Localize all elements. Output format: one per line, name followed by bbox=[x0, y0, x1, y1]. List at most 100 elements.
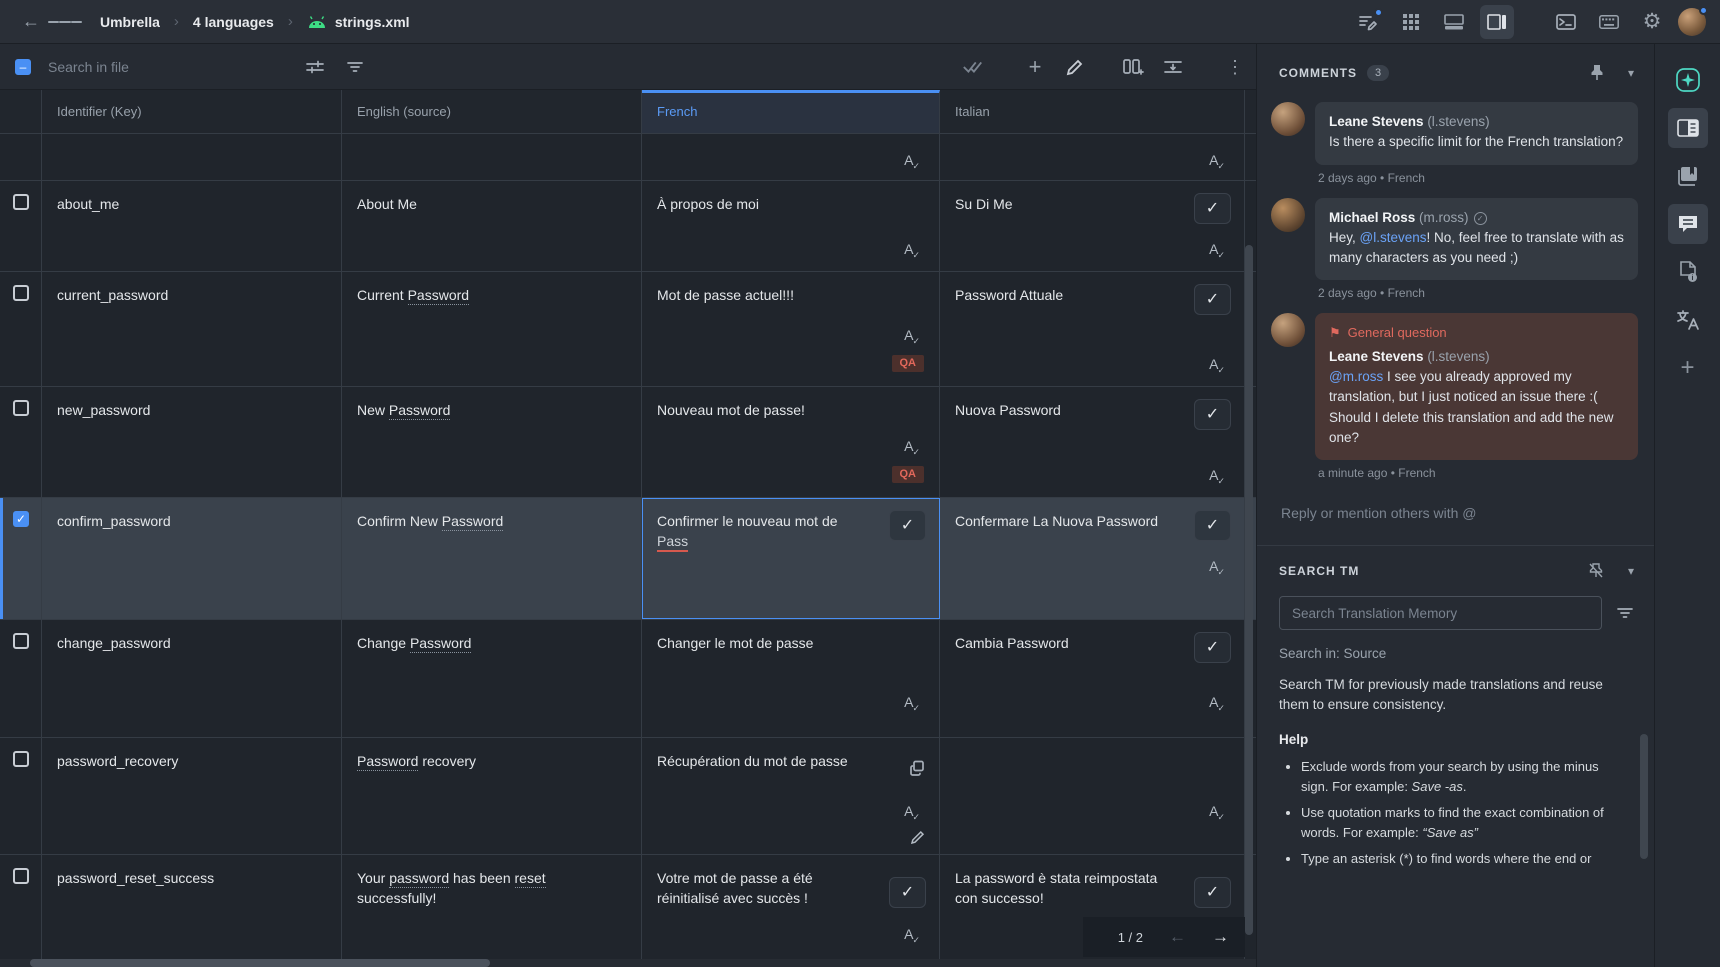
key-cell[interactable]: new_password bbox=[42, 387, 342, 497]
add-string-icon[interactable]: + bbox=[1028, 54, 1042, 79]
collapse-comments-chevron-icon[interactable]: ▾ bbox=[1627, 66, 1634, 80]
row-checkbox[interactable] bbox=[13, 633, 29, 649]
key-cell[interactable]: password_recovery bbox=[42, 738, 342, 854]
tasks-edit-icon[interactable] bbox=[1351, 5, 1385, 39]
approved-check-button[interactable]: ✓ bbox=[1194, 284, 1231, 315]
glossary-book-icon[interactable] bbox=[1668, 156, 1708, 196]
autotranslate-icon[interactable]: A✓ bbox=[904, 926, 920, 945]
glossary-term[interactable]: password bbox=[389, 870, 450, 888]
tm-filter-icon[interactable] bbox=[1616, 606, 1634, 620]
column-header-french[interactable]: French bbox=[642, 90, 940, 133]
breadcrumb-file[interactable]: strings.xml bbox=[307, 14, 410, 30]
autotranslate-icon[interactable]: A✓ bbox=[904, 803, 920, 822]
row-checkbox[interactable] bbox=[13, 400, 29, 416]
source-cell[interactable]: Change Password bbox=[342, 620, 642, 737]
row-checkbox[interactable] bbox=[13, 751, 29, 767]
french-cell-selected[interactable]: Confirmer le nouveau mot de Pass ✓ bbox=[642, 498, 940, 619]
back-arrow-icon[interactable]: ← bbox=[22, 11, 40, 31]
select-all-checkbox[interactable]: – bbox=[15, 59, 31, 75]
italian-cell[interactable]: Password Attuale ✓ A✓ bbox=[940, 272, 1245, 386]
qa-issue-badge[interactable]: QA bbox=[891, 355, 924, 372]
french-cell[interactable]: Votre mot de passe a été réinitialisé av… bbox=[642, 855, 940, 967]
key-cell[interactable]: current_password bbox=[42, 272, 342, 386]
french-cell[interactable]: Nouveau mot de passe! A✓ QA bbox=[642, 387, 940, 497]
comment-card[interactable]: Michael Ross (m.ross) ✓ Hey, @l.stevens! … bbox=[1315, 197, 1638, 281]
comment-author[interactable]: Leane Stevens bbox=[1329, 114, 1424, 129]
column-header-key[interactable]: Identifier (Key) bbox=[42, 90, 342, 133]
autotranslate-icon[interactable]: A✓ bbox=[1209, 467, 1225, 486]
approved-check-button[interactable]: ✓ bbox=[889, 877, 926, 908]
key-cell[interactable]: change_password bbox=[42, 620, 342, 737]
italian-cell[interactable]: Cambia Password ✓ A✓ bbox=[940, 620, 1245, 737]
glossary-term[interactable]: Password bbox=[441, 513, 504, 531]
approved-check-button[interactable]: ✓ bbox=[1194, 399, 1231, 430]
breadcrumb-languages[interactable]: 4 languages bbox=[192, 13, 274, 30]
mention-link[interactable]: @m.ross bbox=[1329, 369, 1384, 384]
autotranslate-icon[interactable]: A✓ bbox=[904, 241, 920, 260]
approved-check-button[interactable]: ✓ bbox=[889, 510, 926, 541]
glossary-term[interactable]: Password bbox=[409, 635, 472, 653]
row-checkbox-checked[interactable]: ✓ bbox=[13, 511, 29, 527]
autotranslate-icon[interactable]: A✓ bbox=[1209, 803, 1225, 822]
more-options-kebab-icon[interactable]: ⋮ bbox=[1226, 56, 1244, 77]
comment-card[interactable]: Leane Stevens (l.stevens) Is there a spe… bbox=[1315, 102, 1638, 165]
settings-gear-icon[interactable]: ⚙ bbox=[1642, 10, 1662, 33]
view-settings-sliders-icon[interactable] bbox=[304, 57, 326, 77]
ai-assistant-icon[interactable] bbox=[1668, 60, 1708, 100]
glossary-term[interactable]: Password bbox=[357, 753, 419, 771]
right-panel-layout-icon[interactable] bbox=[1480, 4, 1514, 39]
user-avatar[interactable] bbox=[1678, 5, 1708, 36]
machine-translation-icon[interactable] bbox=[1668, 300, 1708, 340]
file-context-panel-icon[interactable] bbox=[1667, 108, 1708, 148]
french-cell[interactable]: Récupération du mot de passe A✓ bbox=[642, 738, 940, 854]
autotranslate-icon[interactable]: A✓ bbox=[1209, 694, 1225, 713]
french-cell[interactable]: Mot de passe actuel!!! A✓ QA bbox=[642, 272, 940, 386]
row-checkbox[interactable] bbox=[13, 285, 29, 301]
source-cell[interactable]: New Password bbox=[342, 387, 642, 497]
column-header-italian[interactable]: Italian bbox=[940, 90, 1245, 133]
next-page-arrow-icon[interactable]: → bbox=[1212, 927, 1229, 946]
tm-scope-label[interactable]: Search in: Source bbox=[1279, 646, 1387, 661]
breadcrumb-project[interactable]: Umbrella bbox=[100, 13, 160, 30]
add-panel-icon[interactable]: + bbox=[1680, 354, 1695, 381]
grid-view-icon[interactable] bbox=[1394, 5, 1428, 39]
italian-cell[interactable]: Su Di Me ✓ A✓ bbox=[940, 181, 1245, 271]
source-cell[interactable]: Current Password bbox=[342, 272, 642, 386]
comment-author[interactable]: Michael Ross bbox=[1329, 209, 1416, 225]
source-cell[interactable]: Your password has been reset successfull… bbox=[342, 855, 642, 967]
approved-check-button[interactable]: ✓ bbox=[1194, 193, 1231, 224]
italian-cell[interactable]: Nuova Password ✓ A✓ bbox=[940, 387, 1245, 497]
column-header-english[interactable]: English (source) bbox=[342, 90, 642, 133]
french-cell[interactable]: Changer le mot de passe A✓ bbox=[642, 620, 940, 737]
filter-strings-icon[interactable] bbox=[344, 57, 366, 77]
autotranslate-icon[interactable]: A✓ bbox=[904, 327, 920, 346]
add-column-icon[interactable] bbox=[1122, 57, 1144, 77]
collapse-tm-chevron-icon[interactable]: ▾ bbox=[1627, 564, 1634, 578]
key-cell[interactable]: password_reset_success bbox=[42, 855, 342, 967]
autotranslate-icon[interactable]: A✓ bbox=[1209, 241, 1225, 260]
panel-scrollbar-thumb[interactable] bbox=[1640, 734, 1648, 859]
italian-cell-empty[interactable]: A✓ bbox=[940, 738, 1245, 854]
french-cell[interactable]: À propos de moi A✓ bbox=[642, 181, 940, 271]
row-checkbox[interactable] bbox=[13, 868, 29, 884]
autotranslate-icon[interactable]: A✓ bbox=[1209, 356, 1225, 375]
source-cell[interactable]: Password recovery bbox=[342, 738, 642, 854]
vertical-scrollbar-thumb[interactable] bbox=[1245, 245, 1253, 935]
previous-page-arrow-icon[interactable]: ← bbox=[1169, 927, 1186, 946]
translation-issue-word[interactable]: Pass bbox=[657, 533, 689, 552]
italian-cell[interactable]: Confermare La Nuova Password ✓ A✓ bbox=[940, 498, 1245, 619]
autotranslate-icon[interactable]: A✓ bbox=[904, 438, 920, 457]
key-cell[interactable]: confirm_password bbox=[42, 498, 342, 619]
edit-translation-icon[interactable] bbox=[911, 830, 925, 844]
unpin-icon[interactable] bbox=[1588, 562, 1604, 580]
qa-issue-badge[interactable]: QA bbox=[891, 466, 924, 483]
comment-author[interactable]: Leane Stevens bbox=[1329, 348, 1424, 364]
mention-link[interactable]: @l.stevens bbox=[1359, 229, 1427, 245]
autotranslate-icon[interactable]: A✓ bbox=[1209, 152, 1225, 171]
reply-input[interactable] bbox=[1279, 504, 1634, 522]
row-checkbox[interactable] bbox=[13, 194, 29, 210]
autotranslate-icon[interactable]: A✓ bbox=[904, 694, 920, 713]
autotranslate-icon[interactable]: A✓ bbox=[904, 152, 920, 171]
horizontal-scrollbar-thumb[interactable] bbox=[30, 959, 490, 967]
edit-string-icon[interactable] bbox=[1064, 57, 1086, 77]
